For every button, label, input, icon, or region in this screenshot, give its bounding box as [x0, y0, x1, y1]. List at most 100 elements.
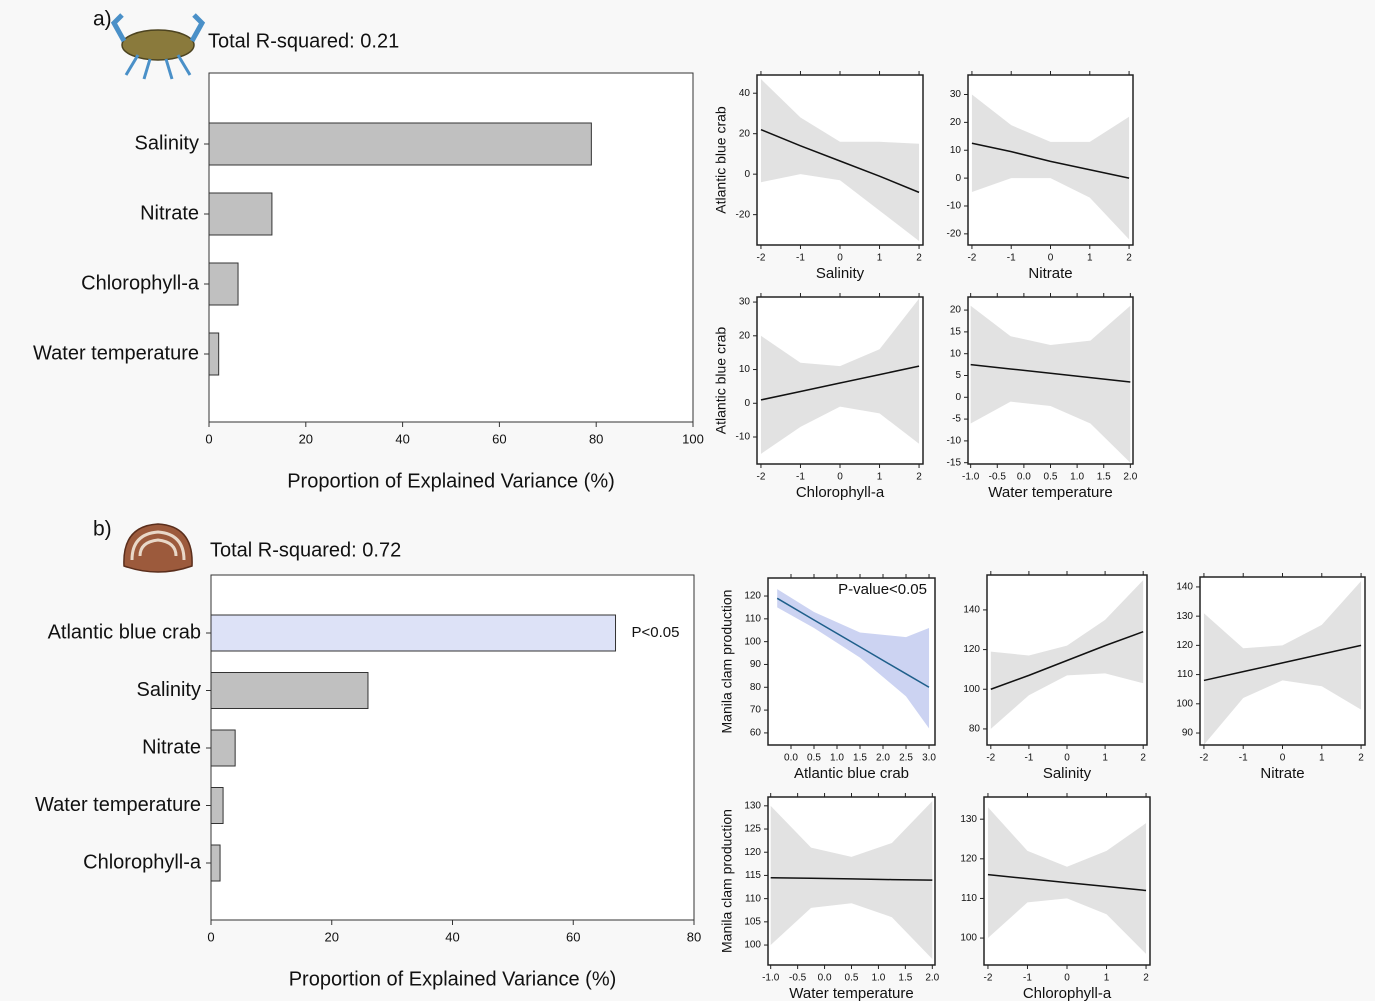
x-tick-label: 2 — [916, 472, 922, 483]
x-axis-label: Atlantic blue crab — [794, 765, 909, 782]
x-tick-label: 1 — [877, 253, 883, 264]
x-tick-label: 20 — [325, 929, 339, 944]
x-tick-label: -1.0 — [762, 973, 780, 984]
x-tick-label: -1.0 — [962, 472, 980, 483]
y-tick-label: 100 — [960, 933, 977, 944]
x-tick-label: -0.5 — [989, 472, 1007, 483]
bar — [208, 332, 220, 376]
y-tick-label: 100 — [744, 636, 761, 647]
x-tick-label: 2 — [1143, 973, 1149, 984]
x-tick-label: 80 — [589, 431, 603, 446]
y-tick-label: Chlorophyll-a — [81, 272, 200, 294]
y-axis-label: Atlantic blue crab — [713, 327, 729, 435]
y-tick-label: 20 — [739, 330, 751, 341]
y-axis-label: Atlantic blue crab — [713, 106, 729, 214]
x-tick-label: -1 — [1023, 973, 1032, 984]
clam-icon — [123, 523, 193, 573]
plot-frame — [767, 577, 936, 746]
x-tick-label: 60 — [566, 929, 580, 944]
y-tick-label: 10 — [950, 145, 962, 156]
y-axis-label: Manila clam production — [719, 590, 735, 734]
panel-label: a) — [93, 8, 112, 31]
bar — [210, 844, 221, 882]
x-tick-label: 20 — [299, 431, 313, 446]
y-tick-label: 0 — [955, 173, 961, 184]
x-tick-label: 0.5 — [807, 753, 821, 764]
effect-line — [990, 631, 1144, 690]
confidence-band — [971, 94, 1130, 240]
y-tick-label: 100 — [963, 684, 980, 695]
x-tick-label: 2 — [1140, 753, 1146, 764]
y-tick-label: 15 — [950, 327, 962, 338]
x-axis-label: Salinity — [816, 265, 865, 282]
x-tick-label: 0.0 — [784, 753, 798, 764]
x-tick-label: 2.0 — [876, 753, 890, 764]
x-tick-label: 1.0 — [871, 973, 885, 984]
x-tick-label: 80 — [687, 929, 701, 944]
y-axis-label: Manila clam production — [719, 809, 735, 953]
y-tick-label: 100 — [744, 940, 761, 951]
x-axis-label: Salinity — [1043, 765, 1092, 782]
y-tick-label: -10 — [947, 201, 962, 212]
y-tick-label: 80 — [750, 682, 762, 693]
y-tick-label: 70 — [750, 705, 762, 716]
y-tick-label: 20 — [950, 117, 962, 128]
x-tick-label: 2 — [1126, 253, 1132, 264]
x-axis-label: Chlorophyll-a — [1023, 985, 1112, 1001]
bar — [208, 192, 273, 236]
x-tick-label: -0.5 — [789, 973, 807, 984]
y-tick-label: -10 — [947, 436, 962, 447]
bar-annotation: P<0.05 — [632, 624, 680, 641]
x-tick-label: 0 — [837, 472, 843, 483]
confidence-band — [987, 807, 1147, 954]
x-tick-label: -2 — [756, 253, 765, 264]
x-tick-label: -2 — [986, 753, 995, 764]
y-tick-label: 0 — [955, 392, 961, 403]
bar — [208, 262, 239, 306]
chart-title: Total R-squared: 0.21 — [208, 30, 399, 52]
y-tick-label: 10 — [950, 348, 962, 359]
confidence-band — [760, 79, 920, 241]
x-tick-label: 0 — [1064, 753, 1070, 764]
x-tick-label: 3.0 — [922, 753, 936, 764]
y-tick-label: 80 — [969, 724, 981, 735]
x-tick-label: 0 — [205, 431, 212, 446]
y-tick-label: 120 — [744, 591, 761, 602]
effect-line — [776, 597, 930, 688]
x-tick-label: -2 — [967, 253, 976, 264]
y-tick-label: Nitrate — [142, 736, 201, 758]
x-tick-label: 1.5 — [1097, 472, 1111, 483]
annotation: P-value<0.05 — [838, 581, 927, 598]
x-tick-label: 0.0 — [818, 973, 832, 984]
y-tick-label: 105 — [744, 916, 761, 927]
x-axis-label: Proportion of Explained Variance (%) — [287, 470, 615, 492]
y-tick-label: 0 — [744, 169, 750, 180]
confidence-band — [990, 580, 1144, 729]
x-tick-label: -1 — [796, 472, 805, 483]
chart-title: Total R-squared: 0.72 — [210, 539, 401, 561]
x-tick-label: 1 — [1319, 753, 1325, 764]
x-tick-label: 1.5 — [853, 753, 867, 764]
x-axis-label: Water temperature — [988, 484, 1113, 501]
x-tick-label: 0.5 — [845, 973, 859, 984]
y-tick-label: 140 — [1176, 582, 1193, 593]
x-tick-label: 0.0 — [1017, 472, 1031, 483]
x-tick-label: -1 — [1239, 753, 1248, 764]
x-tick-label: -1 — [796, 253, 805, 264]
panel-label: b) — [93, 518, 112, 541]
x-tick-label: -2 — [1199, 753, 1208, 764]
y-tick-label: 60 — [750, 728, 762, 739]
y-tick-label: -5 — [952, 414, 961, 425]
bar — [208, 122, 592, 166]
y-tick-label: 130 — [1176, 611, 1193, 622]
y-tick-label: 30 — [950, 89, 962, 100]
x-axis-label: Proportion of Explained Variance (%) — [289, 968, 617, 990]
x-tick-label: 2.0 — [925, 973, 939, 984]
x-tick-label: 60 — [492, 431, 506, 446]
x-tick-label: 0 — [1064, 973, 1070, 984]
y-tick-label: 90 — [750, 659, 762, 670]
x-tick-label: 0 — [1280, 753, 1286, 764]
y-tick-label: Water temperature — [35, 794, 201, 816]
x-tick-label: 2.5 — [899, 753, 913, 764]
